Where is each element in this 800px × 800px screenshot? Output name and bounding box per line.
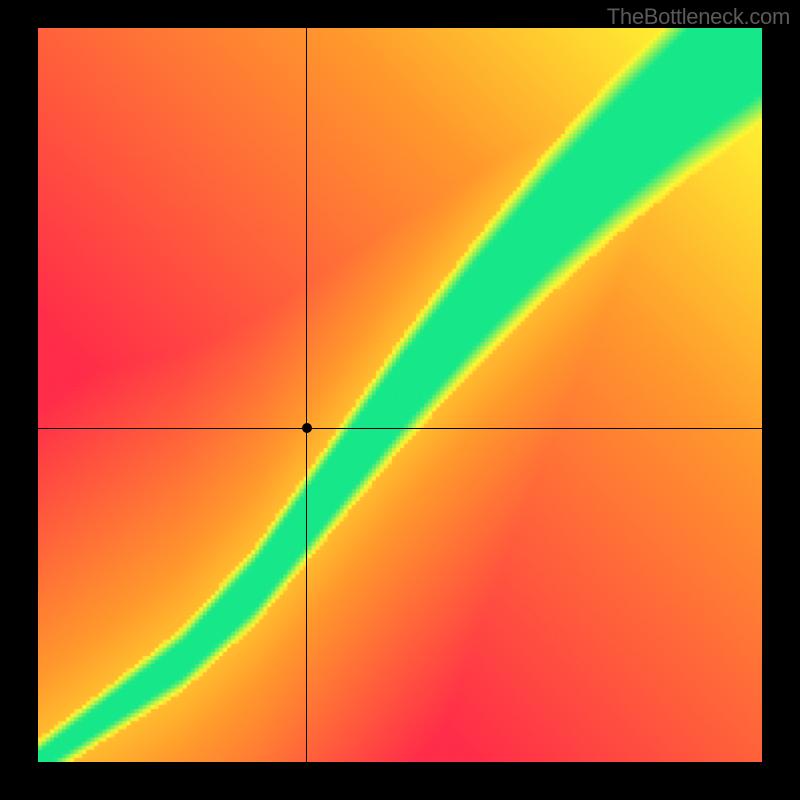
crosshair-vertical [306,28,307,762]
crosshair-marker [302,423,312,433]
heatmap-plot [38,28,762,762]
watermark-text: TheBottleneck.com [607,4,790,30]
crosshair-horizontal [38,428,762,429]
heatmap-canvas [38,28,762,762]
chart-frame: TheBottleneck.com [0,0,800,800]
